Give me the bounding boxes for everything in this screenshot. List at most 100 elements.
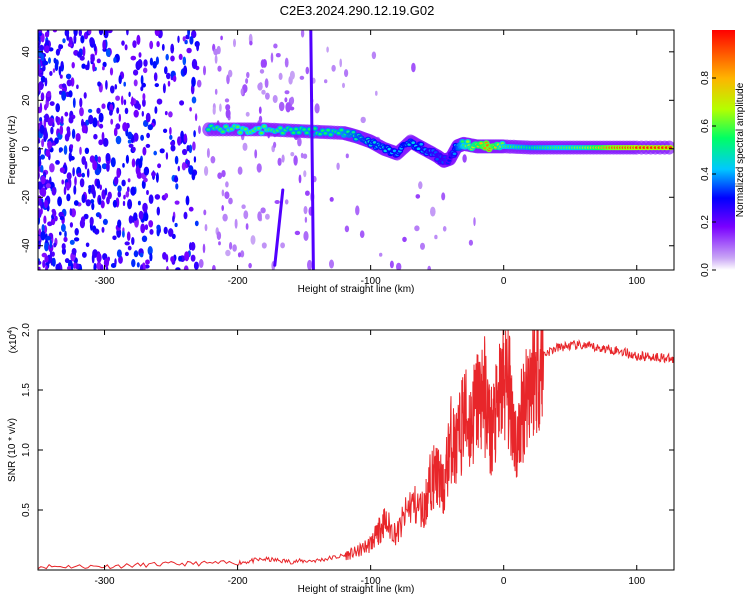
noise-speckle xyxy=(228,197,233,205)
noise-speckle xyxy=(122,200,126,207)
noise-speckle xyxy=(54,62,59,71)
noise-speckle xyxy=(242,142,248,151)
noise-speckle xyxy=(217,65,222,72)
noise-speckle xyxy=(136,262,140,268)
ridge-mark xyxy=(206,128,211,131)
noise-speckle xyxy=(76,84,79,90)
noise-speckle xyxy=(284,90,290,95)
noise-speckle xyxy=(123,81,126,87)
noise-speckle xyxy=(64,258,70,264)
noise-speckle xyxy=(114,84,118,90)
noise-speckle xyxy=(79,55,85,61)
noise-speckle xyxy=(214,54,218,64)
noise-speckle xyxy=(300,30,305,38)
x-tick-label: -200 xyxy=(228,576,248,587)
noise-speckle xyxy=(261,89,266,95)
ridge-mark xyxy=(294,127,298,131)
noise-speckle xyxy=(47,221,53,227)
noise-speckle xyxy=(141,82,146,88)
noise-speckle xyxy=(133,132,139,142)
noise-speckle xyxy=(45,265,48,270)
noise-speckle xyxy=(396,262,402,270)
noise-speckle xyxy=(174,222,178,228)
noise-speckle xyxy=(117,219,122,228)
noise-speckle xyxy=(132,40,137,48)
noise-speckle xyxy=(44,45,50,54)
noise-speckle xyxy=(79,178,85,188)
noise-speckle xyxy=(156,224,161,231)
noise-speckle xyxy=(148,220,154,228)
noise-speckle xyxy=(164,111,168,116)
noise-speckle xyxy=(389,260,394,269)
noise-speckle xyxy=(86,168,90,178)
noise-speckle xyxy=(145,259,150,265)
noise-speckle xyxy=(136,171,143,179)
noise-speckle xyxy=(126,231,131,241)
noise-speckle xyxy=(418,181,423,190)
noise-speckle xyxy=(89,155,95,163)
noise-speckle xyxy=(299,75,305,80)
noise-speckle xyxy=(157,163,162,169)
noise-speckle xyxy=(68,90,73,98)
noise-speckle xyxy=(125,191,130,198)
noise-speckle xyxy=(170,141,176,146)
noise-speckle xyxy=(96,252,102,263)
noise-speckle xyxy=(38,236,42,241)
noise-speckle xyxy=(272,95,278,103)
ridge-mark xyxy=(221,130,225,133)
noise-speckle xyxy=(166,266,169,270)
noise-speckle xyxy=(69,208,73,216)
noise-speckle xyxy=(131,237,135,245)
noise-speckle xyxy=(100,264,104,270)
noise-speckle xyxy=(101,103,106,109)
noise-speckle xyxy=(118,74,122,85)
noise-speckle xyxy=(66,182,70,191)
noise-speckle xyxy=(170,256,175,263)
noise-speckle xyxy=(43,215,47,224)
noise-speckle xyxy=(72,167,75,177)
noise-speckle xyxy=(344,225,350,233)
noise-speckle xyxy=(49,101,55,106)
noise-speckle xyxy=(40,175,46,185)
noise-speckle xyxy=(55,263,61,270)
y-tick-label: 0 xyxy=(21,146,32,152)
noise-speckle xyxy=(38,69,43,74)
noise-speckle xyxy=(68,36,73,45)
noise-speckle xyxy=(140,86,144,92)
noise-speckle xyxy=(63,236,68,243)
noise-speckle xyxy=(41,138,45,148)
noise-speckle xyxy=(38,260,42,265)
noise-speckle xyxy=(168,111,173,118)
noise-speckle xyxy=(375,90,378,96)
noise-speckle xyxy=(113,57,117,63)
noise-speckle xyxy=(94,168,101,176)
noise-speckle xyxy=(178,53,183,61)
noise-speckle xyxy=(196,42,200,52)
noise-speckle xyxy=(184,39,188,45)
noise-speckle xyxy=(99,184,102,191)
noise-speckle xyxy=(256,163,262,173)
noise-speckle xyxy=(143,59,148,67)
noise-speckle xyxy=(44,77,48,87)
ridge-mark xyxy=(278,126,283,130)
noise-speckle xyxy=(173,176,179,183)
noise-speckle xyxy=(90,184,96,195)
noise-speckle xyxy=(183,211,188,220)
noise-speckle xyxy=(104,187,108,196)
noise-speckle xyxy=(38,181,43,190)
noise-speckle xyxy=(182,36,186,42)
noise-speckle xyxy=(126,186,130,193)
noise-speckle xyxy=(441,192,446,201)
noise-speckle xyxy=(294,230,301,236)
noise-speckle xyxy=(63,145,68,155)
noise-speckle xyxy=(41,252,47,258)
noise-speckle xyxy=(237,252,242,258)
noise-speckle xyxy=(293,155,298,166)
noise-speckle xyxy=(218,241,221,246)
noise-speckle xyxy=(290,96,295,105)
spectrogram-y-label: Frequency (Hz) xyxy=(7,116,18,185)
noise-speckle xyxy=(77,172,82,178)
noise-speckle xyxy=(191,30,197,39)
noise-speckle xyxy=(94,228,100,235)
